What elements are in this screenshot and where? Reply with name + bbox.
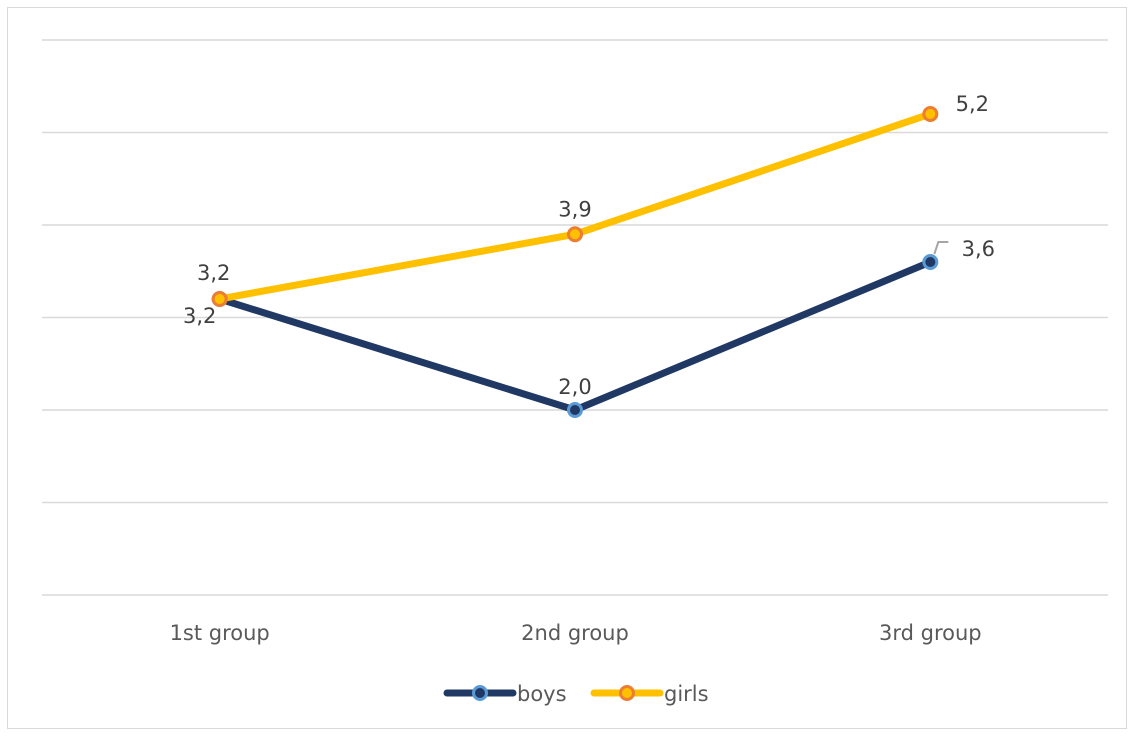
leader-line: [933, 241, 949, 255]
data-label-boys: 2,0: [558, 375, 591, 399]
x-axis-tick-labels: 1st group 2nd group 3rd group: [170, 621, 982, 645]
x-tick-label: 3rd group: [879, 621, 982, 645]
data-label-girls: 5,2: [956, 92, 989, 116]
legend-item-boys: boys: [443, 682, 567, 706]
marker-girls: [211, 291, 228, 307]
legend-marker-boys: [472, 685, 488, 701]
legend-marker-girls: [619, 685, 635, 701]
data-label-girls: 3,9: [558, 197, 591, 221]
legend: boys girls: [443, 682, 709, 706]
marker-boys: [567, 402, 583, 418]
marker-girls: [567, 226, 583, 243]
leader-lines: [933, 241, 949, 255]
gridlines: [42, 39, 1108, 596]
chart-frame: [7, 7, 1127, 729]
x-tick-label: 2nd group: [521, 621, 629, 645]
series-markers: [211, 106, 939, 418]
marker-girls: [922, 106, 939, 122]
legend-label-boys: boys: [517, 682, 567, 706]
data-label-boys: 3,2: [183, 304, 216, 328]
data-labels: 3,2 2,0 3,6 3,2 3,9 5,2: [183, 92, 995, 399]
legend-item-girls: girls: [590, 682, 709, 706]
marker-boys: [922, 254, 939, 270]
series-lines: [216, 110, 934, 414]
legend-label-girls: girls: [664, 682, 709, 706]
data-label-girls: 3,2: [197, 261, 230, 285]
data-label-boys: 3,6: [962, 237, 995, 261]
x-tick-label: 1st group: [170, 621, 270, 645]
